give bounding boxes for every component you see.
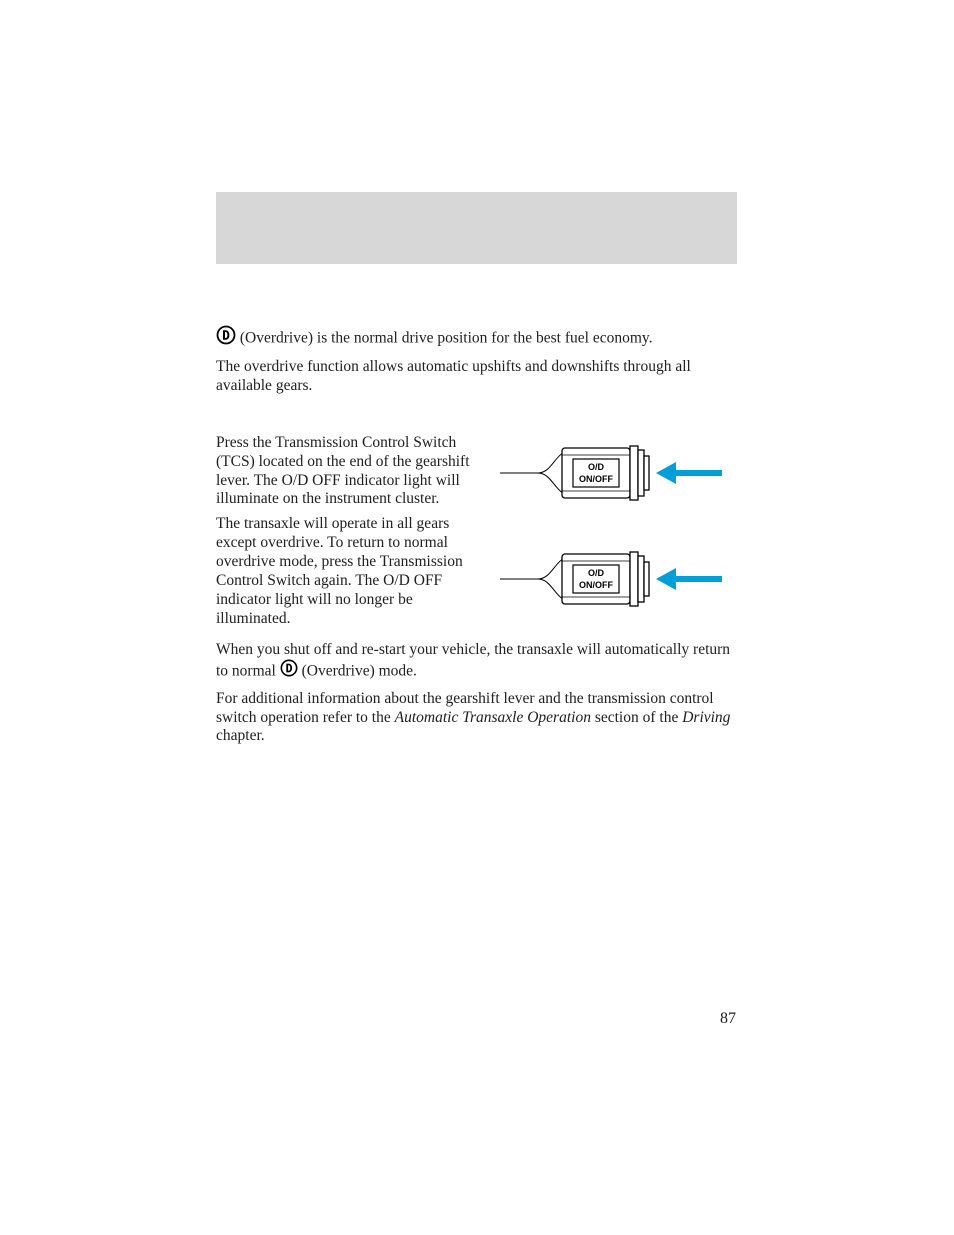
intro-paragraph-1: (Overdrive) is the normal drive position… xyxy=(216,326,737,352)
overdrive-d-icon-inline xyxy=(280,659,298,683)
diagram-label-top: O/D xyxy=(588,462,605,472)
tcs-section: Press the Transmission Control Switch (T… xyxy=(216,434,737,747)
ref-text-c: chapter. xyxy=(216,727,265,744)
arrow-head-icon xyxy=(656,462,676,484)
page-number: 87 xyxy=(720,1010,736,1028)
text-column: Press the Transmission Control Switch (T… xyxy=(216,434,482,635)
diagram-label-bottom: ON/OFF xyxy=(579,474,613,484)
reference-paragraph: For additional information about the gea… xyxy=(216,690,737,747)
arrow-head-icon-2 xyxy=(656,568,676,590)
diagram-label-bottom-2: ON/OFF xyxy=(579,580,613,590)
diagram-label-top-2: O/D xyxy=(588,568,605,578)
ref-italic-2: Driving xyxy=(682,709,730,726)
restart-text-b: (Overdrive) mode. xyxy=(298,662,417,679)
intro-paragraph-2: The overdrive function allows automatic … xyxy=(216,358,737,396)
overdrive-d-icon xyxy=(216,325,236,351)
gearshift-diagram-2: O/D ON/OFF xyxy=(500,544,735,614)
tcs-paragraph-2: The transaxle will operate in all gears … xyxy=(216,515,482,628)
intro-text-1: (Overdrive) is the normal drive position… xyxy=(236,330,653,347)
gearshift-diagram-1: O/D ON/OFF xyxy=(500,438,735,508)
header-banner xyxy=(216,192,737,264)
ref-text-b: section of the xyxy=(591,709,682,726)
ref-italic-1: Automatic Transaxle Operation xyxy=(395,709,591,726)
two-column-layout: Press the Transmission Control Switch (T… xyxy=(216,434,737,635)
body-content: (Overdrive) is the normal drive position… xyxy=(216,326,737,752)
tcs-paragraph-1: Press the Transmission Control Switch (T… xyxy=(216,434,482,510)
restart-paragraph: When you shut off and re-start your vehi… xyxy=(216,641,737,684)
page: (Overdrive) is the normal drive position… xyxy=(0,0,954,1235)
diagram-column: O/D ON/OFF xyxy=(500,434,737,635)
